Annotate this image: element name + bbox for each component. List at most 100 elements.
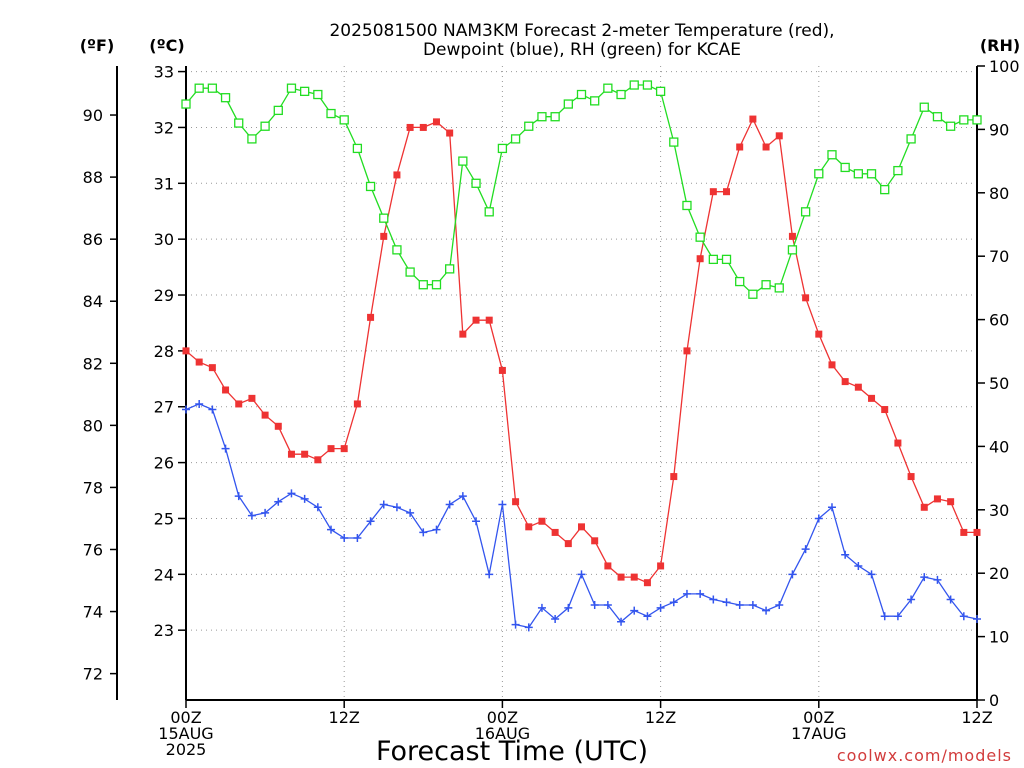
- rh-point: [814, 169, 824, 179]
- dewpoint-point: [590, 601, 599, 610]
- rh-tick-label: 70: [989, 247, 1009, 266]
- dewpoint-point: [379, 500, 388, 509]
- rh-point: [445, 264, 455, 274]
- dewpoint-point: [485, 570, 494, 579]
- dewpoint-point: [432, 525, 441, 534]
- x-tick-label: 00Z: [487, 708, 518, 727]
- rh-point: [761, 280, 771, 290]
- dewpoint-point: [748, 601, 757, 610]
- temperature-point: [459, 330, 467, 338]
- rh-point: [866, 169, 877, 179]
- rh-point: [735, 276, 745, 287]
- rh-point: [313, 89, 323, 100]
- rh-point: [669, 137, 679, 147]
- temperature-point: [802, 294, 810, 302]
- dewpoint-point: [630, 606, 639, 615]
- dewpoint-point: [353, 534, 362, 543]
- fahrenheit-tick-label: 80: [83, 416, 103, 435]
- dewpoint-point: [682, 589, 691, 598]
- temperature-point: [841, 378, 849, 386]
- temperature-point: [617, 573, 625, 581]
- dewpoint-point: [867, 570, 876, 579]
- dewpoint-point: [656, 603, 665, 612]
- dewpoint-point: [735, 601, 744, 610]
- dewpoint-point: [762, 606, 771, 615]
- temperature-point: [195, 358, 203, 366]
- rh-point: [880, 184, 890, 195]
- celsius-tick-label: 33: [154, 63, 174, 82]
- celsius-tick-label: 24: [154, 565, 174, 584]
- rh-point: [972, 115, 982, 125]
- dewpoint-point: [788, 570, 797, 579]
- temperature-point: [894, 439, 902, 447]
- rh-point: [603, 83, 613, 93]
- rh-point: [510, 134, 521, 144]
- temperature-point: [182, 347, 190, 355]
- dewpoint-point: [669, 598, 678, 607]
- temperature-point: [301, 450, 309, 458]
- rh-point: [655, 86, 666, 97]
- rh-point: [471, 178, 481, 188]
- rh-point: [194, 83, 204, 93]
- rh-point: [906, 134, 916, 144]
- fahrenheit-tick-label: 88: [83, 168, 103, 187]
- rh-point: [616, 89, 626, 100]
- dewpoint-point: [261, 508, 270, 517]
- dewpoint-point: [973, 615, 981, 624]
- rh-point: [563, 99, 573, 109]
- x-tick-label: 00Z: [803, 708, 834, 727]
- celsius-unit-label: (ºC): [149, 36, 184, 55]
- rh-point: [418, 280, 428, 290]
- temperature-point: [815, 330, 823, 338]
- dewpoint-point: [959, 612, 968, 621]
- temperature-point: [393, 171, 401, 179]
- temperature-point: [485, 316, 493, 324]
- dewpoint-point: [340, 534, 349, 543]
- rh-point: [708, 254, 718, 265]
- dewpoint-point: [854, 561, 863, 570]
- chart-title-line-2: Dewpoint (blue), RH (green) for KCAE: [423, 40, 741, 60]
- rh-point: [524, 121, 534, 131]
- rh-point: [642, 80, 653, 90]
- rh-tick-label: 40: [989, 437, 1009, 456]
- fahrenheit-tick-label: 78: [83, 478, 103, 497]
- temperature-point: [868, 394, 876, 402]
- rh-point: [550, 112, 560, 122]
- temperature-point: [775, 132, 783, 140]
- rh-point: [339, 115, 349, 125]
- temperature-point: [960, 528, 968, 536]
- temperature-point: [472, 316, 480, 324]
- x-tick-label: 17AUG: [791, 724, 846, 743]
- temperature-point: [709, 188, 717, 196]
- x-tick-label: 12Z: [645, 708, 676, 727]
- series-lines: [181, 80, 982, 632]
- rh-point: [260, 121, 270, 131]
- rh-point: [945, 121, 956, 131]
- temperature-point: [578, 523, 585, 531]
- dewpoint-point: [511, 620, 520, 629]
- rh-tick-label: 80: [989, 184, 1009, 203]
- temperature-point: [920, 503, 928, 511]
- rh-point: [181, 99, 191, 109]
- temperature-point: [630, 573, 638, 581]
- fahrenheit-tick-label: 76: [83, 540, 103, 559]
- rh-tick-label: 90: [989, 120, 1009, 139]
- temperature-point: [367, 313, 375, 321]
- rh-point: [840, 162, 850, 173]
- fahrenheit-unit-label: (ºF): [80, 36, 115, 55]
- x-tick-label: 15AUG: [158, 724, 213, 743]
- dewpoint-point: [775, 601, 784, 610]
- dewpoint-point: [313, 503, 322, 512]
- temperature-point: [380, 232, 388, 240]
- x-tick-label: 2025: [166, 740, 207, 759]
- rh-point: [932, 112, 943, 122]
- dewpoint-point: [208, 405, 217, 414]
- rh-point: [893, 165, 903, 176]
- dewpoint-point: [841, 550, 850, 559]
- temperature-series: [182, 115, 981, 587]
- temperature-point: [340, 445, 348, 453]
- rh-point: [484, 207, 494, 217]
- temperature-point: [314, 456, 322, 464]
- source-credit: coolwx.com/models: [837, 746, 1012, 765]
